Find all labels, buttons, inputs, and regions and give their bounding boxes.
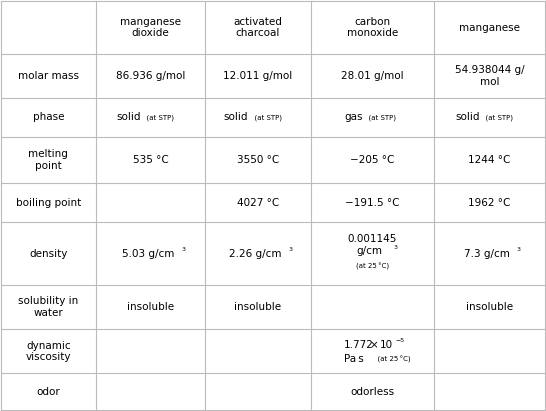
Text: 535 °C: 535 °C <box>133 155 168 165</box>
Text: (at STP): (at STP) <box>364 114 396 121</box>
Text: odorless: odorless <box>351 387 394 397</box>
Text: 1244 °C: 1244 °C <box>468 155 511 165</box>
Text: 0.001145: 0.001145 <box>348 234 397 244</box>
Text: −205 °C: −205 °C <box>350 155 395 165</box>
Text: manganese: manganese <box>459 23 520 32</box>
Text: ×: × <box>369 340 378 350</box>
Text: boiling point: boiling point <box>16 198 81 208</box>
Text: g/cm: g/cm <box>357 246 383 256</box>
Text: 1.772: 1.772 <box>344 340 374 350</box>
Text: carbon
monoxide: carbon monoxide <box>347 17 398 38</box>
Text: melting
point: melting point <box>28 149 68 171</box>
Text: 3550 °C: 3550 °C <box>237 155 279 165</box>
Text: odor: odor <box>37 387 60 397</box>
Text: 3: 3 <box>517 247 520 252</box>
Text: Pa s: Pa s <box>344 354 364 364</box>
Text: −191.5 °C: −191.5 °C <box>345 198 400 208</box>
Text: 5.03 g/cm: 5.03 g/cm <box>122 249 174 259</box>
Text: 10: 10 <box>379 340 393 350</box>
Text: 7.3 g/cm: 7.3 g/cm <box>464 249 510 259</box>
Text: −5: −5 <box>395 338 405 343</box>
Text: solubility in
water: solubility in water <box>18 296 79 318</box>
Text: (at STP): (at STP) <box>143 114 174 121</box>
Text: dynamic
viscosity: dynamic viscosity <box>26 341 71 362</box>
Text: (at 25 °C): (at 25 °C) <box>356 263 389 270</box>
Text: (at 25 °C): (at 25 °C) <box>373 356 411 363</box>
Text: 28.01 g/mol: 28.01 g/mol <box>341 71 403 81</box>
Text: 1962 °C: 1962 °C <box>468 198 511 208</box>
Text: manganese
dioxide: manganese dioxide <box>120 17 181 38</box>
Text: insoluble: insoluble <box>127 302 174 312</box>
Text: activated
charcoal: activated charcoal <box>234 17 282 38</box>
Text: insoluble: insoluble <box>234 302 282 312</box>
Text: 54.938044 g/
mol: 54.938044 g/ mol <box>455 65 524 87</box>
Text: (at STP): (at STP) <box>482 114 513 121</box>
Text: 3: 3 <box>289 247 293 252</box>
Text: density: density <box>29 249 68 259</box>
Text: 3: 3 <box>181 247 185 252</box>
Text: 2.26 g/cm: 2.26 g/cm <box>229 249 282 259</box>
Text: 12.011 g/mol: 12.011 g/mol <box>223 71 293 81</box>
Text: 3: 3 <box>393 245 397 250</box>
Text: 4027 °C: 4027 °C <box>237 198 279 208</box>
Text: solid: solid <box>455 113 480 122</box>
Text: solid: solid <box>224 113 248 122</box>
Text: insoluble: insoluble <box>466 302 513 312</box>
Text: gas: gas <box>344 113 363 122</box>
Text: solid: solid <box>116 113 141 122</box>
Text: phase: phase <box>33 113 64 122</box>
Text: 86.936 g/mol: 86.936 g/mol <box>116 71 185 81</box>
Text: molar mass: molar mass <box>18 71 79 81</box>
Text: (at STP): (at STP) <box>250 114 282 121</box>
